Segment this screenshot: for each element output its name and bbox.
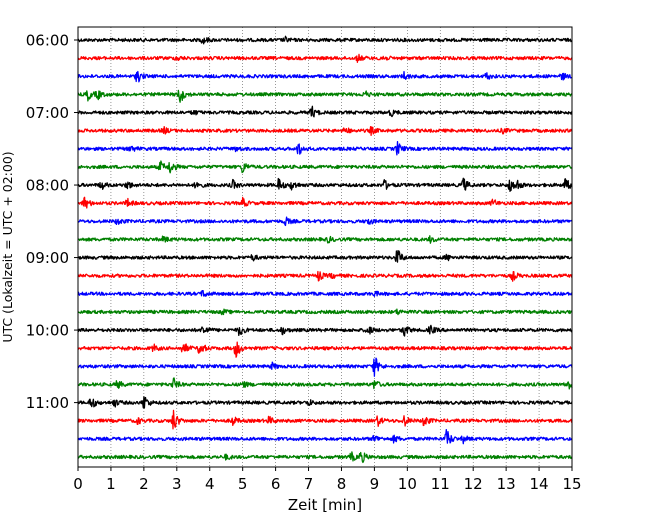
trace-0615 bbox=[77, 53, 573, 63]
x-tick-label: 13 bbox=[497, 475, 516, 493]
x-tick-label: 6 bbox=[271, 475, 281, 493]
trace-0645 bbox=[77, 89, 573, 103]
y-tick-label: 11:00 bbox=[26, 394, 69, 412]
trace-0830 bbox=[77, 216, 573, 227]
plot-frame bbox=[77, 26, 573, 468]
x-tick-label: 14 bbox=[530, 475, 549, 493]
seismogram-traces bbox=[77, 35, 573, 464]
trace-1015 bbox=[77, 341, 573, 358]
x-tick-label: 15 bbox=[562, 475, 581, 493]
trace-1045 bbox=[77, 377, 573, 390]
x-tick-label: 5 bbox=[238, 475, 248, 493]
trace-0715 bbox=[77, 125, 573, 137]
y-tick-label: 07:00 bbox=[26, 104, 69, 122]
trace-0745 bbox=[77, 160, 573, 174]
x-tick-label: 12 bbox=[464, 475, 483, 493]
trace-0700 bbox=[77, 105, 573, 118]
trace-0900 bbox=[77, 250, 573, 263]
trace-0945 bbox=[77, 308, 573, 316]
y-tick-label: 10:00 bbox=[26, 322, 69, 340]
trace-0630 bbox=[77, 70, 573, 83]
x-tick-label: 4 bbox=[205, 475, 215, 493]
trace-1145 bbox=[77, 451, 573, 464]
trace-1030 bbox=[77, 357, 573, 377]
trace-0915 bbox=[77, 270, 573, 282]
x-tick-label: 3 bbox=[172, 475, 182, 493]
trace-1100 bbox=[77, 396, 573, 409]
trace-0845 bbox=[77, 235, 573, 244]
x-tick-label: 11 bbox=[431, 475, 450, 493]
x-tick-label: 2 bbox=[139, 475, 149, 493]
trace-0815 bbox=[77, 196, 573, 209]
trace-0930 bbox=[77, 290, 573, 298]
trace-1000 bbox=[77, 324, 573, 337]
y-axis-label: UTC (Lokalzeit = UTC + 02:00) bbox=[0, 151, 15, 342]
y-tick-label: 08:00 bbox=[26, 177, 69, 195]
x-tick-label: 0 bbox=[73, 475, 83, 493]
x-tick-label: 8 bbox=[337, 475, 347, 493]
trace-0800 bbox=[77, 177, 573, 193]
x-axis-label: Zeit [min] bbox=[288, 496, 362, 514]
y-axis-ticks: 06:00 07:00 08:00 09:00 10:00 11:00 bbox=[26, 32, 78, 412]
x-tick-label: 1 bbox=[106, 475, 116, 493]
trace-0600 bbox=[77, 35, 573, 45]
x-tick-label: 7 bbox=[304, 475, 314, 493]
trace-1115 bbox=[77, 409, 573, 430]
trace-0730 bbox=[77, 140, 573, 156]
trace-1130 bbox=[77, 428, 573, 445]
x-tick-label: 10 bbox=[398, 475, 417, 493]
y-tick-label: 06:00 bbox=[26, 32, 69, 50]
x-tick-label: 9 bbox=[370, 475, 380, 493]
x-axis-ticks: 0 1 2 3 4 5 6 7 8 9 10 11 12 13 14 15 bbox=[73, 467, 582, 493]
y-tick-label: 09:00 bbox=[26, 249, 69, 267]
